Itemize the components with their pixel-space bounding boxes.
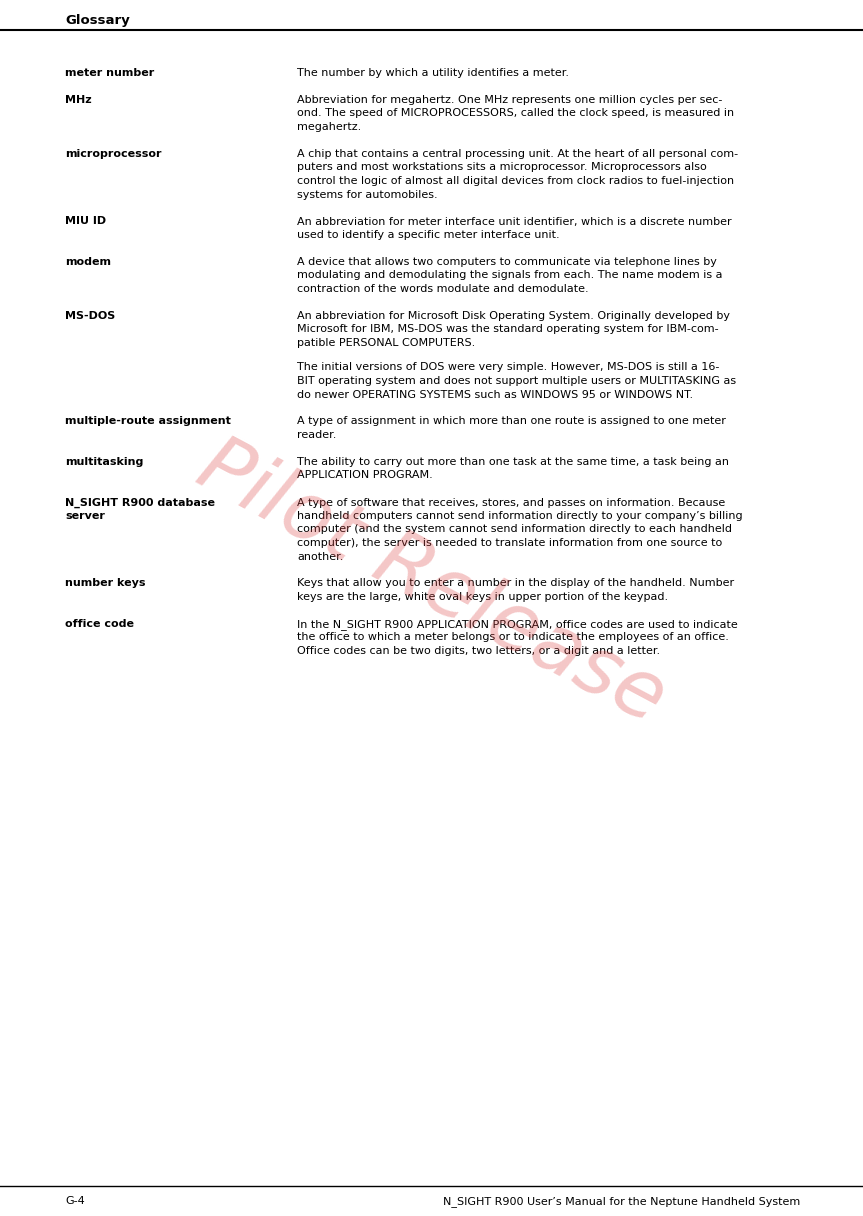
Text: A type of software that receives, stores, and passes on information. Because: A type of software that receives, stores… — [297, 497, 725, 507]
Text: do newer OPERATING SYSTEMS such as WINDOWS 95 or WINDOWS NT.: do newer OPERATING SYSTEMS such as WINDO… — [297, 389, 693, 400]
Text: the office to which a meter belongs or to indicate the employees of an office.: the office to which a meter belongs or t… — [297, 632, 729, 642]
Text: systems for automobiles.: systems for automobiles. — [297, 190, 438, 199]
Text: Pilot Release: Pilot Release — [185, 428, 678, 739]
Text: puters and most workstations sits a microprocessor. Microprocessors also: puters and most workstations sits a micr… — [297, 163, 707, 173]
Text: meter number: meter number — [65, 68, 154, 78]
Text: microprocessor: microprocessor — [65, 150, 161, 159]
Text: BIT operating system and does not support multiple users or MULTITASKING as: BIT operating system and does not suppor… — [297, 376, 736, 385]
Text: A device that allows two computers to communicate via telephone lines by: A device that allows two computers to co… — [297, 257, 717, 268]
Text: G-4: G-4 — [65, 1197, 85, 1206]
Text: office code: office code — [65, 619, 134, 629]
Text: modulating and demodulating the signals from each. The name modem is a: modulating and demodulating the signals … — [297, 270, 722, 281]
Text: handheld computers cannot send information directly to your company’s billing: handheld computers cannot send informati… — [297, 511, 743, 520]
Text: computer), the server is needed to translate information from one source to: computer), the server is needed to trans… — [297, 537, 722, 548]
Text: MS-DOS: MS-DOS — [65, 311, 116, 321]
Text: N_SIGHT R900 User’s Manual for the Neptune Handheld System: N_SIGHT R900 User’s Manual for the Neptu… — [443, 1197, 800, 1207]
Text: ond. The speed of MICROPROCESSORS, called the clock speed, is measured in: ond. The speed of MICROPROCESSORS, calle… — [297, 108, 734, 118]
Text: N_SIGHT R900 database: N_SIGHT R900 database — [65, 497, 215, 508]
Text: modem: modem — [65, 257, 111, 268]
Text: MIU ID: MIU ID — [65, 216, 106, 226]
Text: patible PERSONAL COMPUTERS.: patible PERSONAL COMPUTERS. — [297, 338, 476, 348]
Text: keys are the large, white oval keys in upper portion of the keypad.: keys are the large, white oval keys in u… — [297, 592, 668, 602]
Text: APPLICATION PROGRAM.: APPLICATION PROGRAM. — [297, 471, 432, 480]
Text: server: server — [65, 511, 105, 520]
Text: contraction of the words modulate and demodulate.: contraction of the words modulate and de… — [297, 285, 589, 294]
Text: A chip that contains a central processing unit. At the heart of all personal com: A chip that contains a central processin… — [297, 150, 738, 159]
Text: control the logic of almost all digital devices from clock radios to fuel-inject: control the logic of almost all digital … — [297, 176, 734, 186]
Text: The initial versions of DOS were very simple. However, MS-DOS is still a 16-: The initial versions of DOS were very si… — [297, 362, 720, 372]
Text: An abbreviation for meter interface unit identifier, which is a discrete number: An abbreviation for meter interface unit… — [297, 216, 732, 226]
Text: computer (and the system cannot send information directly to each handheld: computer (and the system cannot send inf… — [297, 524, 732, 535]
Text: The number by which a utility identifies a meter.: The number by which a utility identifies… — [297, 68, 569, 78]
Text: In the N_SIGHT R900 APPLICATION PROGRAM, office codes are used to indicate: In the N_SIGHT R900 APPLICATION PROGRAM,… — [297, 619, 738, 630]
Text: reader.: reader. — [297, 430, 337, 440]
Text: Glossary: Glossary — [65, 15, 129, 27]
Text: another.: another. — [297, 552, 343, 562]
Text: Abbreviation for megahertz. One MHz represents one million cycles per sec-: Abbreviation for megahertz. One MHz repr… — [297, 95, 722, 105]
Text: An abbreviation for Microsoft Disk Operating System. Originally developed by: An abbreviation for Microsoft Disk Opera… — [297, 311, 730, 321]
Text: Microsoft for IBM, MS-DOS was the standard operating system for IBM-com-: Microsoft for IBM, MS-DOS was the standa… — [297, 325, 719, 334]
Text: number keys: number keys — [65, 579, 146, 589]
Text: multiple-route assignment: multiple-route assignment — [65, 417, 231, 427]
Text: MHz: MHz — [65, 95, 91, 105]
Text: The ability to carry out more than one task at the same time, a task being an: The ability to carry out more than one t… — [297, 457, 729, 467]
Text: Office codes can be two digits, two letters, or a digit and a letter.: Office codes can be two digits, two lett… — [297, 646, 660, 655]
Text: A type of assignment in which more than one route is assigned to one meter: A type of assignment in which more than … — [297, 417, 726, 427]
Text: multitasking: multitasking — [65, 457, 143, 467]
Text: used to identify a specific meter interface unit.: used to identify a specific meter interf… — [297, 230, 559, 240]
Text: Keys that allow you to enter a number in the display of the handheld. Number: Keys that allow you to enter a number in… — [297, 579, 734, 589]
Text: megahertz.: megahertz. — [297, 122, 362, 133]
